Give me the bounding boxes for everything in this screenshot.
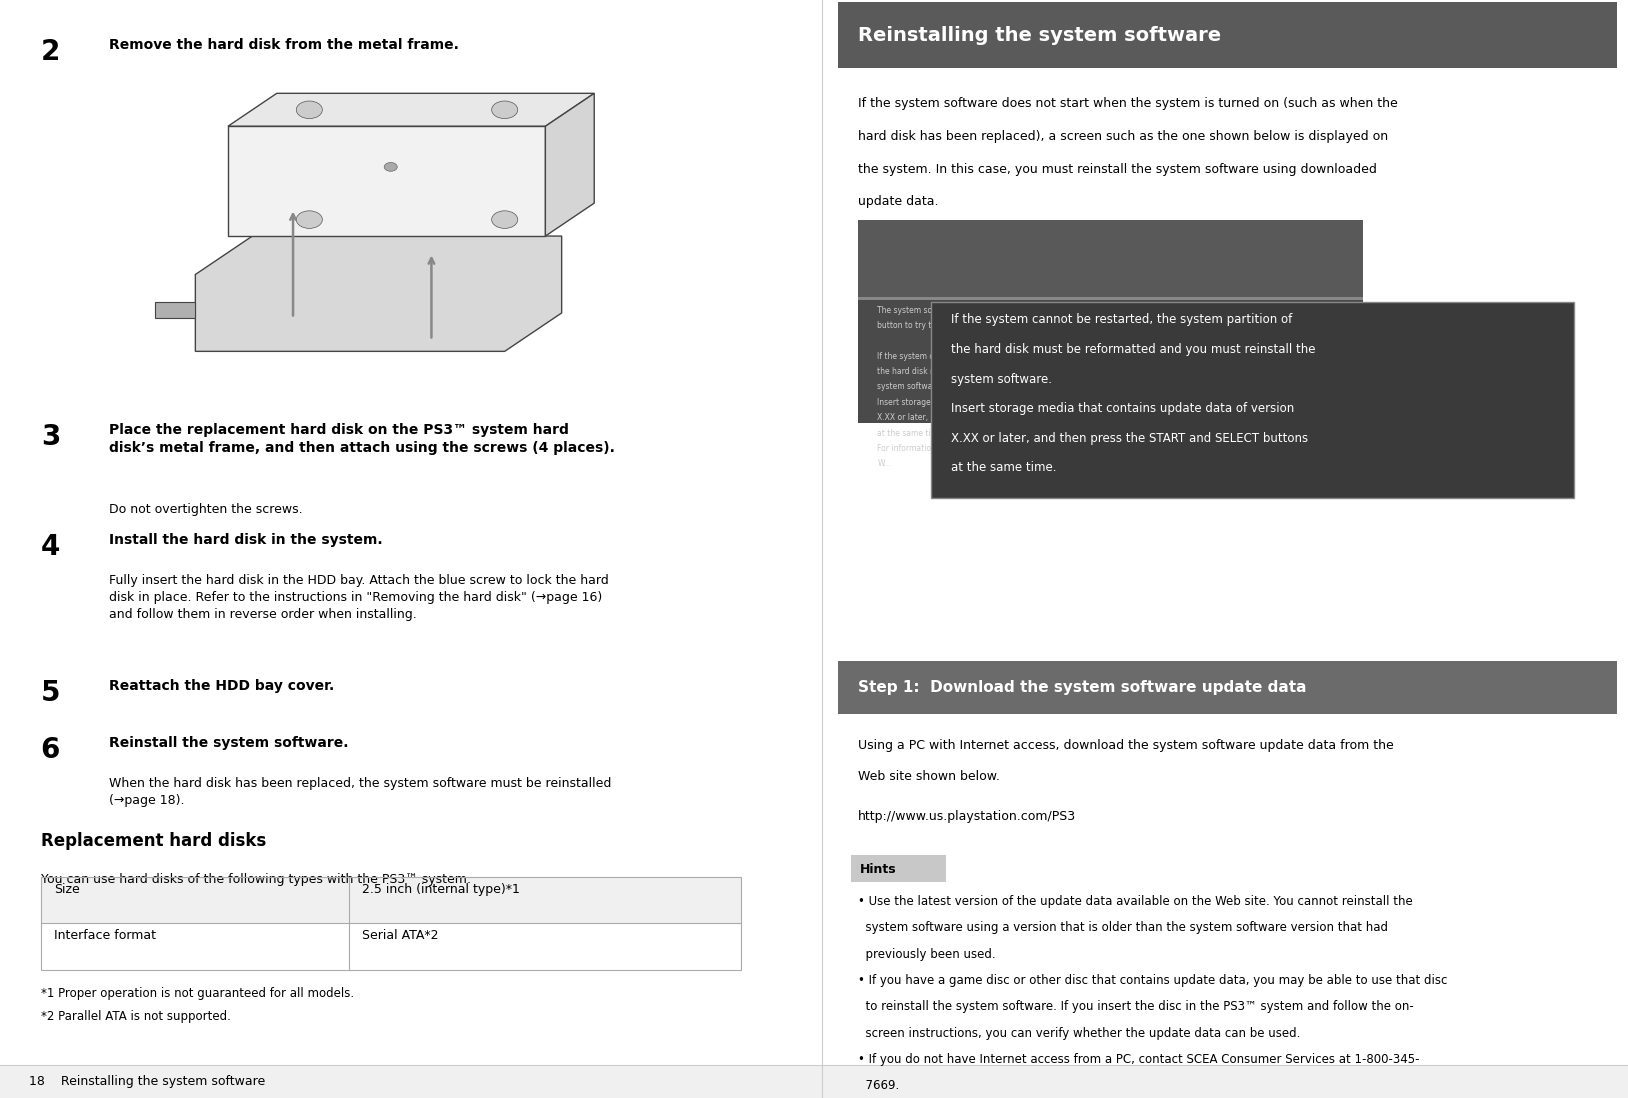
Text: 18    Reinstalling the system software: 18 Reinstalling the system software (29, 1075, 265, 1088)
Text: the hard disk must be reformatted and you must reinstall the: the hard disk must be reformatted and yo… (877, 367, 1114, 376)
Text: Interface format: Interface format (54, 929, 156, 942)
Text: Serial ATA*2: Serial ATA*2 (361, 929, 438, 942)
Text: Reinstalling the system software: Reinstalling the system software (858, 25, 1221, 45)
Circle shape (384, 163, 397, 171)
Text: 2: 2 (41, 38, 60, 67)
Text: *1 Proper operation is not guaranteed for all models.: *1 Proper operation is not guaranteed fo… (41, 987, 353, 1000)
Text: Using a PC with Internet access, download the system software update data from t: Using a PC with Internet access, downloa… (858, 739, 1394, 752)
Text: W...: W... (877, 459, 891, 468)
Polygon shape (155, 302, 195, 318)
Text: X.XX or later, and then press the START and SELECT buttons: X.XX or later, and then press the START … (877, 413, 1109, 422)
Bar (838, 2, 1617, 68)
Bar (858, 220, 1363, 423)
Bar (41, 877, 741, 923)
Text: Replacement hard disks: Replacement hard disks (41, 832, 265, 850)
Text: 2.5 inch (internal type)*1: 2.5 inch (internal type)*1 (361, 883, 519, 896)
Text: system software.: system software. (877, 382, 943, 391)
Text: If the system cannot be restarted, the system partition of: If the system cannot be restarted, the s… (877, 351, 1099, 360)
Text: http://www.us.playstation.com/PS3: http://www.us.playstation.com/PS3 (858, 810, 1076, 824)
Text: When the hard disk has been replaced, the system software must be reinstalled
(→: When the hard disk has been replaced, th… (109, 777, 612, 807)
Text: If the system cannot be restarted, the system partition of: If the system cannot be restarted, the s… (951, 313, 1293, 326)
Text: system software using a version that is older than the system software version t: system software using a version that is … (858, 921, 1389, 934)
Polygon shape (228, 126, 545, 236)
Circle shape (296, 211, 322, 228)
Text: 4: 4 (41, 533, 60, 561)
Bar (0, 1065, 1628, 1098)
Circle shape (296, 101, 322, 119)
Bar (931, 302, 1574, 497)
Text: to reinstall the system software. If you insert the disc in the PS3™ system and : to reinstall the system software. If you… (858, 1000, 1413, 1013)
Bar (851, 855, 946, 882)
Text: For information on how to obtain update data, refer to the SCE...: For information on how to obtain update … (877, 444, 1125, 452)
Polygon shape (228, 93, 594, 126)
Text: screen instructions, you can verify whether the update data can be used.: screen instructions, you can verify whet… (858, 1027, 1301, 1040)
Text: 7669.: 7669. (858, 1079, 899, 1093)
Text: at the same time.: at the same time. (877, 428, 946, 437)
Text: Size: Size (54, 883, 80, 896)
Bar (858, 220, 1363, 296)
Text: Insert storage media that contains update data of version: Insert storage media that contains updat… (877, 397, 1101, 406)
Polygon shape (195, 236, 562, 351)
Bar (41, 877, 741, 970)
Text: Reattach the HDD bay cover.: Reattach the HDD bay cover. (109, 679, 334, 693)
Circle shape (492, 101, 518, 119)
Text: Hints: Hints (860, 863, 895, 876)
Bar (41, 923, 741, 970)
Text: You can use hard disks of the following types with the PS3™ system:: You can use hard disks of the following … (41, 873, 470, 886)
Text: the system. In this case, you must reinstall the system software using downloade: the system. In this case, you must reins… (858, 163, 1377, 176)
Text: previously been used.: previously been used. (858, 948, 996, 961)
Circle shape (492, 211, 518, 228)
Text: • If you do not have Internet access from a PC, contact SCEA Consumer Services a: • If you do not have Internet access fro… (858, 1053, 1420, 1066)
Text: system software.: system software. (951, 372, 1052, 385)
Text: • If you have a game disc or other disc that contains update data, you may be ab: • If you have a game disc or other disc … (858, 974, 1447, 987)
Text: Remove the hard disk from the metal frame.: Remove the hard disk from the metal fram… (109, 38, 459, 53)
Text: • Use the latest version of the update data available on the Web site. You canno: • Use the latest version of the update d… (858, 895, 1413, 908)
Text: at the same time.: at the same time. (951, 461, 1057, 474)
Text: 5: 5 (41, 679, 60, 707)
Text: update data.: update data. (858, 195, 938, 209)
Text: the hard disk must be reformatted and you must reinstall the: the hard disk must be reformatted and yo… (951, 343, 1315, 356)
Text: If the system software does not start when the system is turned on (such as when: If the system software does not start wh… (858, 97, 1398, 110)
Text: Place the replacement hard disk on the PS3™ system hard
disk’s metal frame, and : Place the replacement hard disk on the P… (109, 423, 615, 455)
Text: Fully insert the hard disk in the HDD bay. Attach the blue screw to lock the har: Fully insert the hard disk in the HDD ba… (109, 574, 609, 621)
Bar (838, 661, 1617, 714)
Text: *2 Parallel ATA is not supported.: *2 Parallel ATA is not supported. (41, 1010, 231, 1023)
Text: Reinstall the system software.: Reinstall the system software. (109, 736, 348, 750)
Text: Do not overtighten the screws.: Do not overtighten the screws. (109, 503, 303, 516)
Text: X.XX or later, and then press the START and SELECT buttons: X.XX or later, and then press the START … (951, 432, 1307, 445)
Text: Step 1:  Download the system software update data: Step 1: Download the system software upd… (858, 680, 1306, 695)
Text: hard disk has been replaced), a screen such as the one shown below is displayed : hard disk has been replaced), a screen s… (858, 130, 1389, 143)
Text: Web site shown below.: Web site shown below. (858, 770, 1000, 783)
Text: button to try to restart the system.: button to try to restart the system. (877, 321, 1013, 329)
Text: Insert storage media that contains update data of version: Insert storage media that contains updat… (951, 402, 1294, 415)
Text: The system software cannot be run correctly. Press the PS: The system software cannot be run correc… (877, 305, 1101, 314)
Text: 3: 3 (41, 423, 60, 451)
Bar (931, 302, 1574, 497)
Bar (858, 296, 1363, 300)
Polygon shape (545, 93, 594, 236)
Text: 6: 6 (41, 736, 60, 764)
Text: Install the hard disk in the system.: Install the hard disk in the system. (109, 533, 383, 547)
